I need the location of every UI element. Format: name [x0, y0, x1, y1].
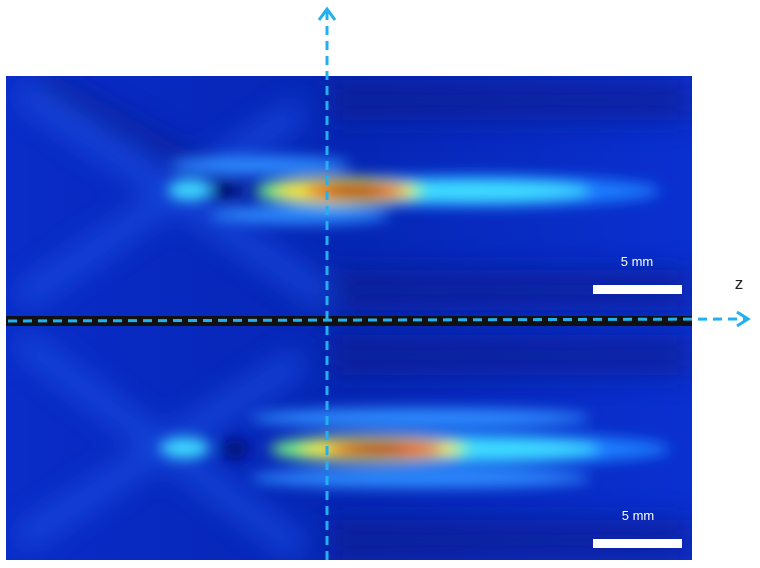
separator — [6, 316, 692, 326]
axis-label: z — [735, 274, 744, 293]
arrow-head — [736, 310, 751, 328]
scale-bar-label: 5 mm — [621, 254, 654, 269]
scale-bar-label: 5 mm — [622, 508, 655, 523]
field-map-top — [6, 76, 692, 316]
field-map-bottom — [6, 326, 692, 560]
scale-bar — [593, 285, 682, 294]
scale-bar — [593, 539, 682, 548]
horizontal-axis — [7, 317, 746, 323]
arrow-head — [317, 6, 337, 21]
